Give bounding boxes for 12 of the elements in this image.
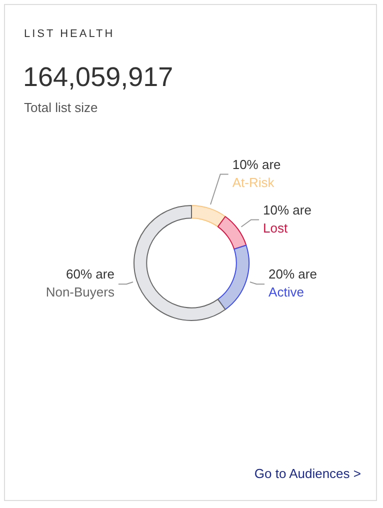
slice-label: Non-Buyers xyxy=(46,284,115,300)
data-label: 10% are xyxy=(263,202,312,218)
slice-label: Lost xyxy=(263,220,288,236)
data-label: 20% are xyxy=(268,266,317,282)
text: Go to Audiences > xyxy=(254,466,361,481)
data-label: 10% are xyxy=(232,156,281,172)
slice-label: Active xyxy=(268,284,304,300)
chart-title: LIST HEALTH xyxy=(24,28,115,40)
slice-label: At-Risk xyxy=(232,174,275,190)
data-label: 60% are xyxy=(66,266,114,282)
text: Total list size xyxy=(24,100,98,115)
chart-subtitle: 164,059,917 xyxy=(23,62,174,93)
